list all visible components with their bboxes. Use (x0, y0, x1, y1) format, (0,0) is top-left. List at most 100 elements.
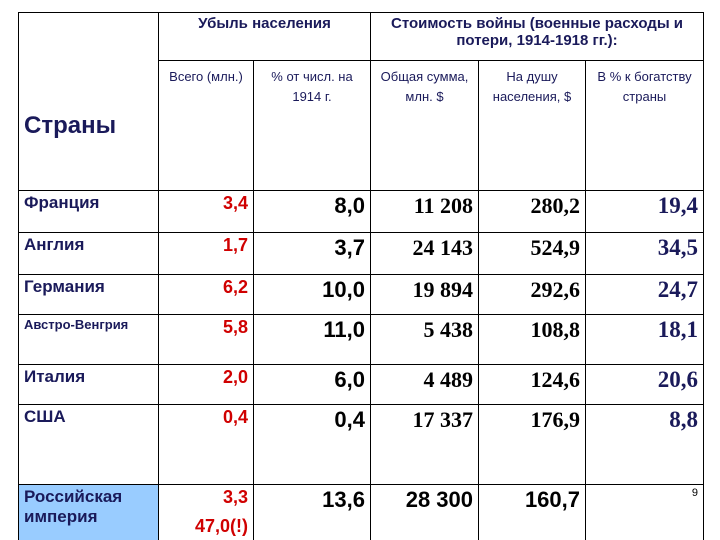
value-cell: 11 208 (370, 190, 479, 233)
cell-text: 292,6 (530, 277, 581, 302)
value-cell: 18,1 (584, 314, 705, 365)
subheader: В % к богатству страны (584, 60, 705, 191)
value-cell: 0,4 (253, 404, 371, 485)
cell-text: 5 438 (423, 317, 474, 342)
cell-text: 124,6 (530, 367, 581, 392)
table-row: Франция 3,4 8,0 11 208 280,2 19,4 (18, 190, 705, 233)
value-cell: 6,0 (253, 364, 371, 405)
loss-note: 47,0(!) (194, 516, 248, 536)
value-cell: 8,8 (584, 404, 705, 485)
value-cell: 1,7 (158, 232, 254, 275)
value-cell: 292,6 (478, 274, 586, 315)
table-row: Российская империя 3,3 47,0(!) 13,6 28 300 16… (18, 484, 705, 540)
value-cell: 28 300 (370, 484, 479, 540)
cell-text: 3,7 (334, 235, 365, 260)
cell-text: США (24, 407, 66, 426)
cell-text: 34,5 (657, 235, 699, 260)
table-row: Австро-Венгрия 5,8 11,0 5 438 108,8 18,1 (18, 314, 705, 365)
cell-text: 2,0 (222, 367, 248, 387)
cell-text: 108,8 (530, 317, 581, 342)
value-cell: 24 143 (370, 232, 479, 275)
table: Страны Убыль населения Стоимость войны (… (18, 12, 705, 540)
cell-text: 20,6 (657, 367, 699, 392)
header-countries: Страны (18, 12, 159, 191)
value-cell: 6,2 (158, 274, 254, 315)
value-cell: 17 337 (370, 404, 479, 485)
value-cell: 5 438 (370, 314, 479, 365)
cell-text: 24,7 (657, 277, 699, 302)
value-cell: 280,2 (478, 190, 586, 233)
cell-text: 18,1 (657, 317, 699, 342)
value-cell: 3,3 47,0(!) (158, 484, 254, 540)
cell-text: Российская империя (24, 487, 123, 526)
country-cell: Российская империя (18, 484, 159, 540)
value-cell: 13,6 (253, 484, 371, 540)
cell-text: Англия (24, 235, 85, 254)
value-cell: 10,0 (253, 274, 371, 315)
cell-text: Италия (24, 367, 86, 386)
header-group: Стоимость войны (военные расходы и потер… (369, 12, 705, 61)
cell-text: 4 489 (423, 367, 474, 392)
value-cell: 19,4 (584, 190, 705, 233)
country-cell: США (18, 404, 159, 485)
cell-text: 19,4 (657, 193, 699, 218)
cell-text: 19 894 (412, 277, 474, 302)
country-cell: Франция (18, 190, 159, 233)
cell-text: Франция (24, 193, 100, 212)
cell-text: Австро-Венгрия (24, 317, 129, 332)
header-group: Убыль населения (158, 12, 371, 61)
cell-text: 3,3 (222, 487, 248, 507)
cell-text: 11 208 (413, 193, 473, 218)
cell-text: 17 337 (412, 407, 474, 432)
value-cell: 124,6 (478, 364, 586, 405)
cell-text: 0,4 (334, 407, 365, 432)
table-row: Англия 1,7 3,7 24 143 524,9 34,5 (18, 232, 705, 275)
value-cell: 24,7 (584, 274, 705, 315)
subheader: Всего (млн.) (158, 60, 254, 191)
value-cell: 160,7 (478, 484, 586, 540)
cell-text: 28 300 (405, 487, 473, 512)
page-number: 9 (691, 487, 699, 499)
subheader: Общая сумма, млн. $ (370, 60, 479, 191)
cell-text: 13,6 (322, 487, 365, 512)
value-cell: 4 489 (370, 364, 479, 405)
cell-text: 6,2 (222, 277, 248, 297)
value-cell: 11,0 (253, 314, 371, 365)
cell-text: 8,8 (669, 407, 699, 432)
cell-text: 6,0 (334, 367, 365, 392)
cell-text: 3,4 (222, 193, 248, 213)
value-cell: 20,6 (584, 364, 705, 405)
cell-text: 524,9 (530, 235, 581, 260)
value-cell: 108,8 (478, 314, 586, 365)
value-cell: 524,9 (478, 232, 586, 275)
value-cell: 3,7 (253, 232, 371, 275)
table-row: Германия 6,2 10,0 19 894 292,6 24,7 (18, 274, 705, 315)
cell-text: 176,9 (530, 407, 581, 432)
value-cell: 176,9 (478, 404, 586, 485)
cell-text: 24 143 (412, 235, 474, 260)
country-cell: Англия (18, 232, 159, 275)
subheader: На душу населения, $ (478, 60, 586, 191)
country-cell: Германия (18, 274, 159, 315)
cell-text: 280,2 (530, 193, 581, 218)
value-cell: 5,8 (158, 314, 254, 365)
cell-text: 11,0 (323, 317, 365, 342)
cell-text: 1,7 (222, 235, 248, 255)
cell-text: 160,7 (524, 487, 580, 512)
cell-text: 10,0 (322, 277, 365, 302)
page-number-cell: 9 (584, 484, 705, 540)
value-cell: 0,4 (158, 404, 254, 485)
cell-text: 0,4 (222, 407, 248, 427)
country-cell: Италия (18, 364, 159, 405)
cell-text: 8,0 (334, 193, 365, 218)
country-cell: Австро-Венгрия (18, 314, 159, 365)
value-cell: 19 894 (370, 274, 479, 315)
value-cell: 2,0 (158, 364, 254, 405)
value-cell: 8,0 (253, 190, 371, 233)
value-cell: 34,5 (584, 232, 705, 275)
table-row: США 0,4 0,4 17 337 176,9 8,8 (18, 404, 705, 485)
value-cell: 3,4 (158, 190, 254, 233)
cell-text: Германия (24, 277, 105, 296)
subheader: % от числ. на 1914 г. (253, 60, 371, 191)
